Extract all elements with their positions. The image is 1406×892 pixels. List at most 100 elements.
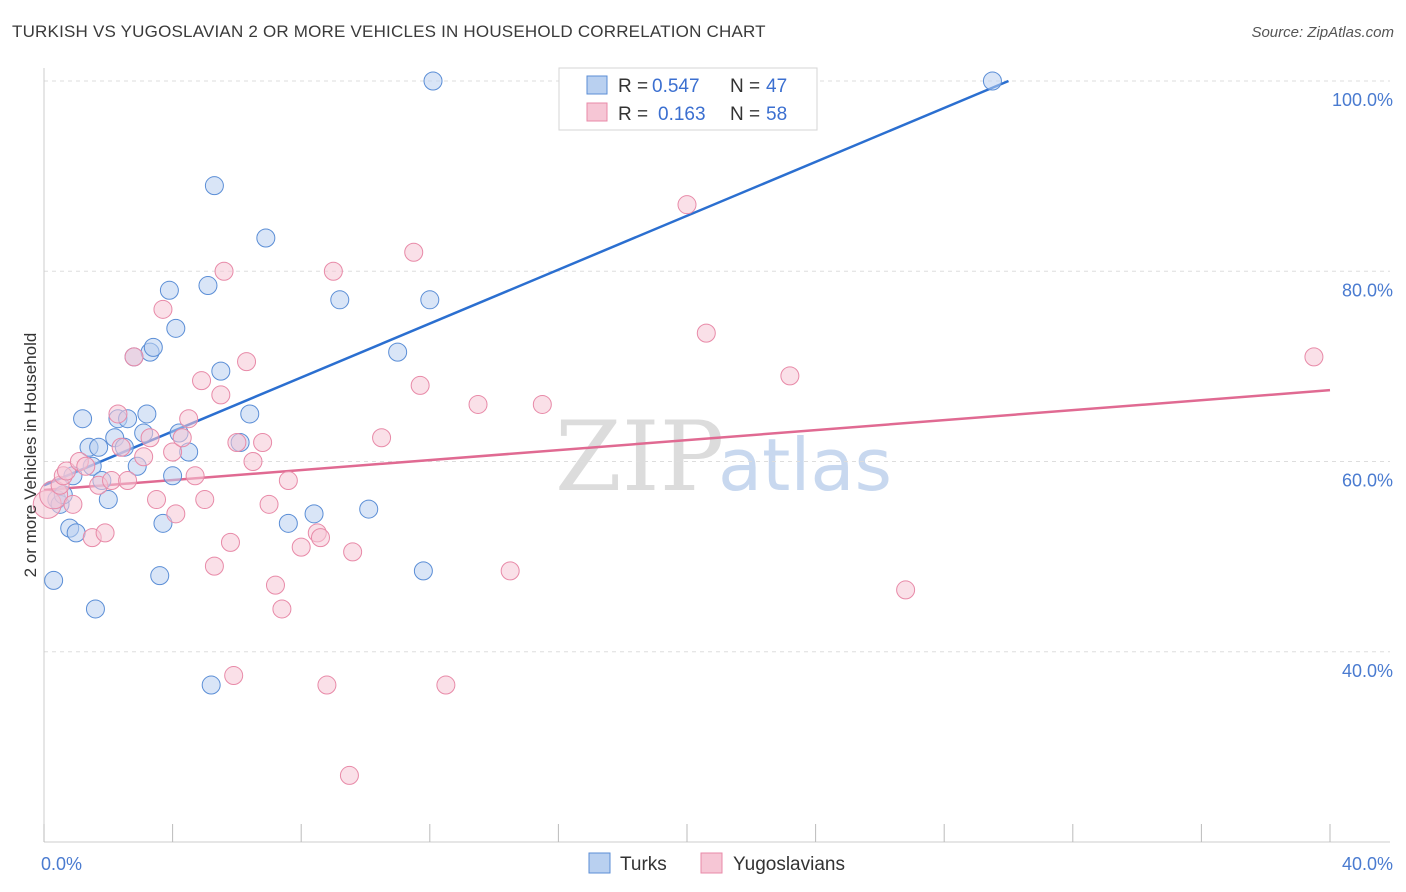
yugoslavians-point [237, 352, 257, 372]
yugoslavians-point [243, 452, 263, 472]
turks-point [278, 513, 298, 533]
yugoslavians-point [108, 404, 128, 424]
turks-point [201, 675, 221, 695]
data-points [32, 71, 1324, 785]
y-tick-label: 40.0% [1342, 661, 1393, 681]
x-tick-label: 0.0% [41, 854, 82, 874]
yugoslavians-point [153, 299, 173, 319]
legend-n-value-yugoslavians: 58 [766, 104, 787, 125]
yugoslavians-point [211, 385, 231, 405]
yugoslavians-point [166, 504, 186, 524]
y-axis-title: 2 or more Vehicles in Household [21, 333, 40, 578]
yugoslavians-point [204, 556, 224, 576]
yugoslavians-trend-line [43, 388, 1331, 492]
yugoslavians-point [500, 561, 520, 581]
trend-lines [43, 79, 1331, 492]
turks-point [413, 561, 433, 581]
bottom-legend-swatch-yugoslavians [700, 852, 723, 874]
turks-point [163, 466, 183, 486]
yugoslavians-point [291, 537, 311, 557]
yugoslavians-point [896, 580, 916, 600]
yugoslavians-point [468, 394, 488, 414]
legend-n-label-yugoslavians: N = [730, 104, 760, 125]
turks-point [388, 342, 408, 362]
turks-point [211, 361, 231, 381]
legend-swatch-yugoslavians [586, 102, 608, 122]
turks-point [420, 290, 440, 310]
turks-point [143, 337, 163, 357]
yugoslavians-point [163, 442, 183, 462]
yugoslavians-point [220, 532, 240, 552]
legend-r-value-turks: 0.547 [652, 76, 700, 97]
legend-r-label-yugoslavians: R = [618, 104, 648, 125]
yugoslavians-point [532, 394, 552, 414]
yugoslavians-point [272, 599, 292, 619]
yugoslavians-point [95, 523, 115, 543]
yugoslavians-point [124, 347, 144, 367]
chart-title: TURKISH VS YUGOSLAVIAN 2 OR MORE VEHICLE… [12, 22, 766, 41]
yugoslavians-point [118, 471, 138, 491]
turks-point [359, 499, 379, 519]
correlation-legend: R = 0.547 N = 47 R = 0.163 N = 58 [558, 67, 818, 131]
legend-r-label-turks: R = [618, 76, 648, 97]
turks-point [98, 490, 118, 510]
yugoslavians-point [76, 456, 96, 476]
turks-point [256, 228, 276, 248]
turks-point [204, 176, 224, 196]
turks-point [198, 276, 218, 296]
yugoslavians-point [224, 666, 244, 686]
yugoslavians-point [102, 471, 122, 491]
yugoslavians-point [179, 409, 199, 429]
yugoslavians-point [63, 494, 83, 514]
yugoslavians-point [172, 428, 192, 448]
source-credit: Source: ZipAtlas.com [1251, 24, 1394, 41]
bottom-legend-label-yugoslavians: Yugoslavians [733, 854, 845, 875]
x-tick-label: 40.0% [1342, 854, 1393, 874]
yugoslavians-point [259, 494, 279, 514]
legend-r-value-yugoslavians: 0.163 [658, 104, 706, 125]
yugoslavians-point [227, 432, 247, 452]
yugoslavians-point [214, 261, 234, 281]
turks-point [423, 71, 443, 91]
legend-n-label-turks: N = [730, 76, 760, 97]
yugoslavians-point [339, 765, 359, 785]
yugoslavians-point [185, 466, 205, 486]
watermark-zip: ZIP [555, 401, 724, 513]
y-tick-label: 100.0% [1332, 90, 1393, 110]
turks-point [85, 599, 105, 619]
yugoslavians-point [410, 375, 430, 395]
yugoslavians-point [140, 428, 160, 448]
yugoslavians-point [253, 432, 273, 452]
yugoslavians-point [147, 490, 167, 510]
turks-point [73, 409, 93, 429]
legend-n-value-turks: 47 [766, 76, 787, 97]
turks-point [159, 280, 179, 300]
yugoslavians-point [192, 371, 212, 391]
yugoslavians-point [323, 261, 343, 281]
yugoslavians-point [111, 437, 131, 457]
y-tick-label: 60.0% [1342, 471, 1393, 491]
yugoslavians-point [372, 428, 392, 448]
yugoslavians-point [310, 528, 330, 548]
turks-point [153, 513, 173, 533]
y-tick-label: 80.0% [1342, 280, 1393, 300]
series-legend: Turks Yugoslavians [588, 852, 845, 875]
watermark-atlas: atlas [718, 423, 892, 507]
yugoslavians-point [436, 675, 456, 695]
yugoslavians-point [134, 447, 154, 467]
bottom-legend-label-turks: Turks [620, 854, 667, 875]
yugoslavians-point [696, 323, 716, 343]
legend-swatch-turks [586, 75, 608, 95]
turks-point [240, 404, 260, 424]
turks-point [66, 523, 86, 543]
yugoslavians-point [404, 242, 424, 262]
yugoslavians-point [57, 461, 77, 481]
turks-trend-line [43, 79, 1009, 487]
yugoslavians-point [677, 195, 697, 215]
yugoslavians-point [1304, 347, 1324, 367]
turks-point [304, 504, 324, 524]
turks-point [166, 318, 186, 338]
turks-point [982, 71, 1002, 91]
turks-point [330, 290, 350, 310]
